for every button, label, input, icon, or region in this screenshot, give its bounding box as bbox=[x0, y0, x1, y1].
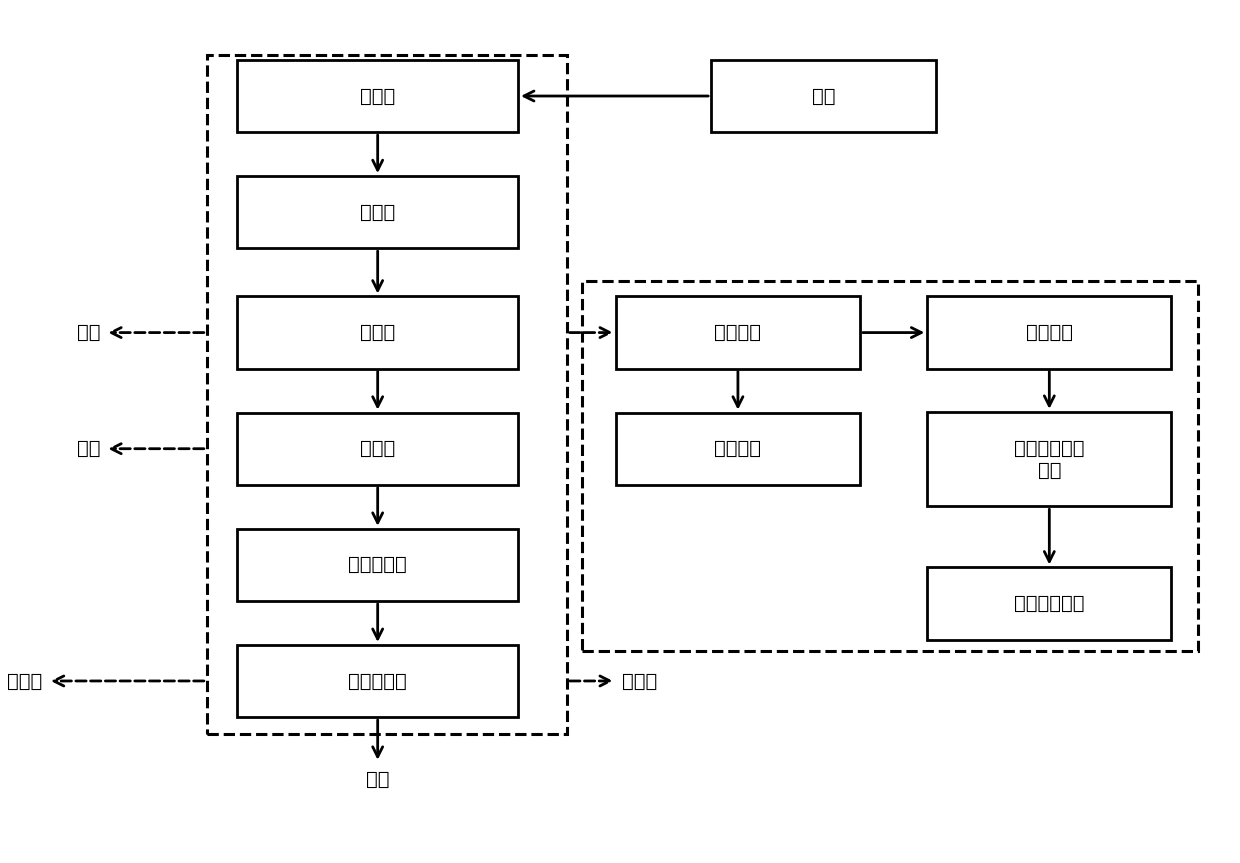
Text: 比重分离机: 比重分离机 bbox=[348, 671, 407, 690]
Text: 金属磨粉机: 金属磨粉机 bbox=[348, 555, 407, 575]
Text: 铝颗粒: 铝颗粒 bbox=[6, 671, 42, 690]
FancyBboxPatch shape bbox=[616, 413, 861, 485]
FancyBboxPatch shape bbox=[928, 412, 1172, 507]
Text: 碱液喷淋: 碱液喷淋 bbox=[714, 323, 761, 342]
Text: 壳体: 壳体 bbox=[77, 439, 100, 458]
Text: 涡电流: 涡电流 bbox=[360, 439, 396, 458]
Text: 风选机: 风选机 bbox=[360, 323, 396, 342]
Text: 铜颗粒: 铜颗粒 bbox=[622, 671, 657, 690]
Text: 集气系统: 集气系统 bbox=[1025, 323, 1073, 342]
Text: 隔膜: 隔膜 bbox=[77, 323, 100, 342]
Text: 活性炭吸脱附
装置: 活性炭吸脱附 装置 bbox=[1014, 438, 1085, 480]
FancyBboxPatch shape bbox=[616, 297, 861, 369]
FancyBboxPatch shape bbox=[928, 297, 1172, 369]
Text: 脱附气体燃烧: 脱附气体燃烧 bbox=[1014, 594, 1085, 613]
FancyBboxPatch shape bbox=[711, 60, 936, 132]
FancyBboxPatch shape bbox=[928, 567, 1172, 639]
FancyBboxPatch shape bbox=[237, 413, 518, 485]
FancyBboxPatch shape bbox=[237, 645, 518, 717]
Text: 生化处理: 生化处理 bbox=[714, 439, 761, 458]
FancyBboxPatch shape bbox=[237, 60, 518, 132]
FancyBboxPatch shape bbox=[237, 529, 518, 601]
Text: 粉料: 粉料 bbox=[366, 770, 389, 789]
Text: 电池: 电池 bbox=[812, 86, 836, 105]
FancyBboxPatch shape bbox=[237, 176, 518, 249]
Text: 撕碎机: 撕碎机 bbox=[360, 86, 396, 105]
FancyBboxPatch shape bbox=[237, 297, 518, 369]
Text: 打散机: 打散机 bbox=[360, 203, 396, 222]
